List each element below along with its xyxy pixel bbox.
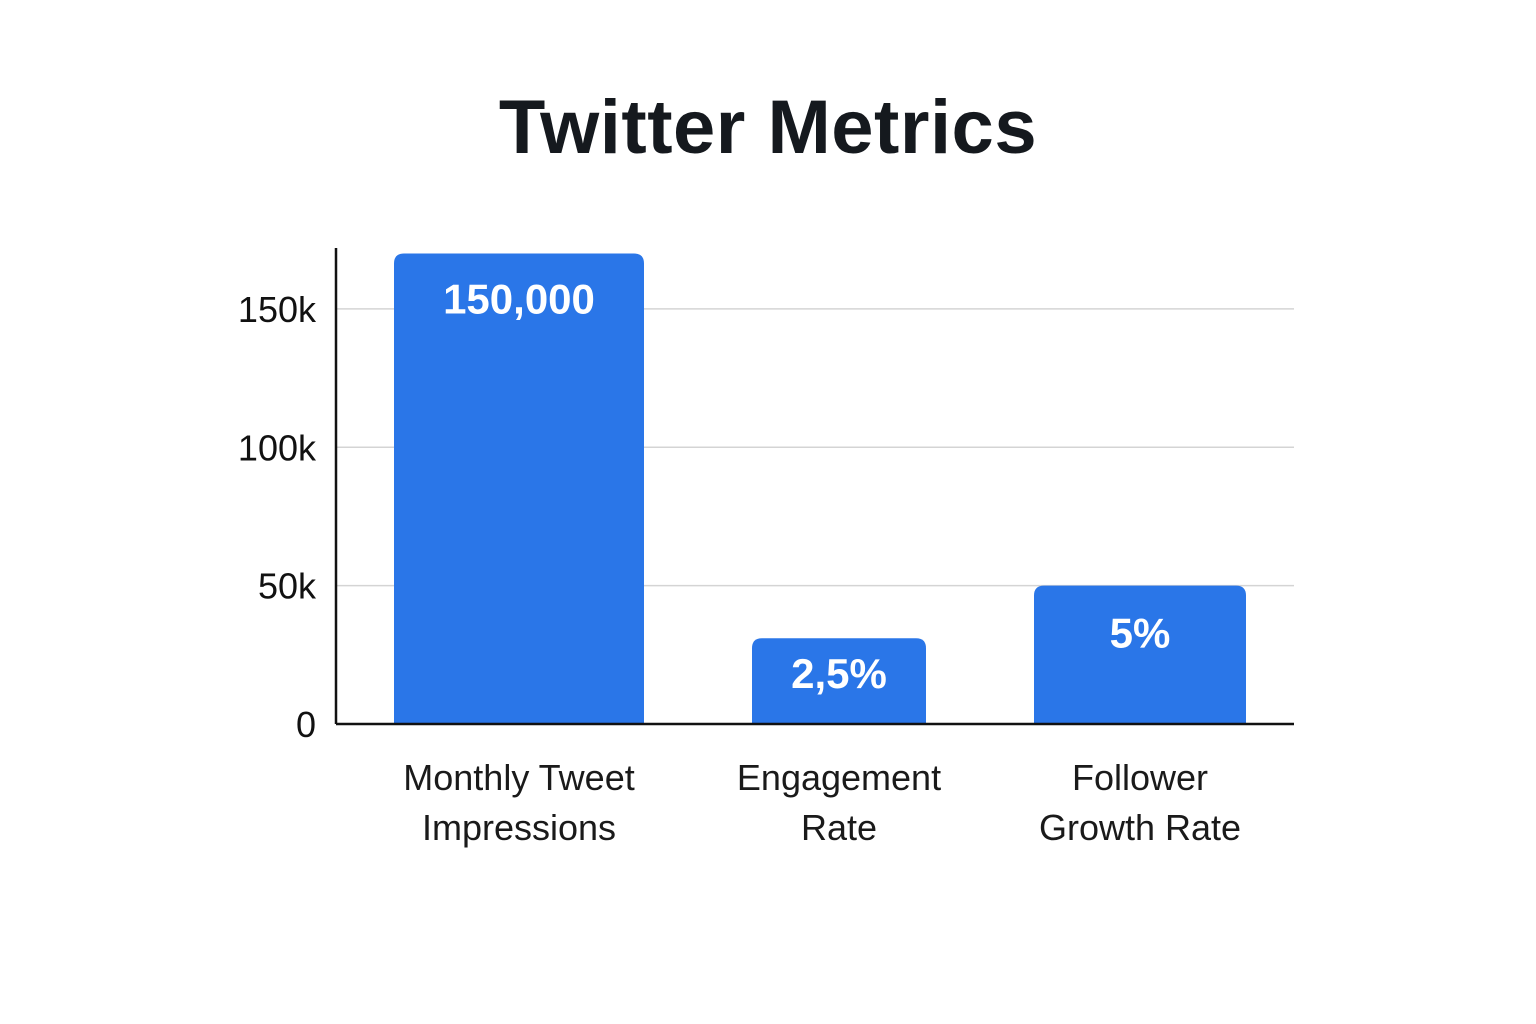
chart-title: Twitter Metrics [498, 85, 1038, 170]
x-category-label: Rate [801, 807, 877, 848]
y-tick-label: 0 [296, 704, 316, 745]
x-category-label: Impressions [422, 807, 616, 848]
x-category-label: Growth Rate [1039, 807, 1241, 848]
bar-value-label: 150,000 [443, 276, 595, 323]
y-tick-label: 100k [238, 427, 317, 468]
x-category-label: Follower [1072, 757, 1208, 798]
bar-value-label: 2,5% [791, 650, 887, 697]
bar-value-label: 5% [1110, 610, 1171, 657]
x-category-label: Engagement [737, 757, 941, 798]
y-tick-label: 50k [258, 566, 317, 607]
bar [394, 253, 644, 724]
bar [1034, 585, 1246, 724]
bar [752, 638, 926, 724]
y-tick-label: 150k [238, 289, 317, 330]
x-category-label: Monthly Tweet [403, 757, 634, 798]
